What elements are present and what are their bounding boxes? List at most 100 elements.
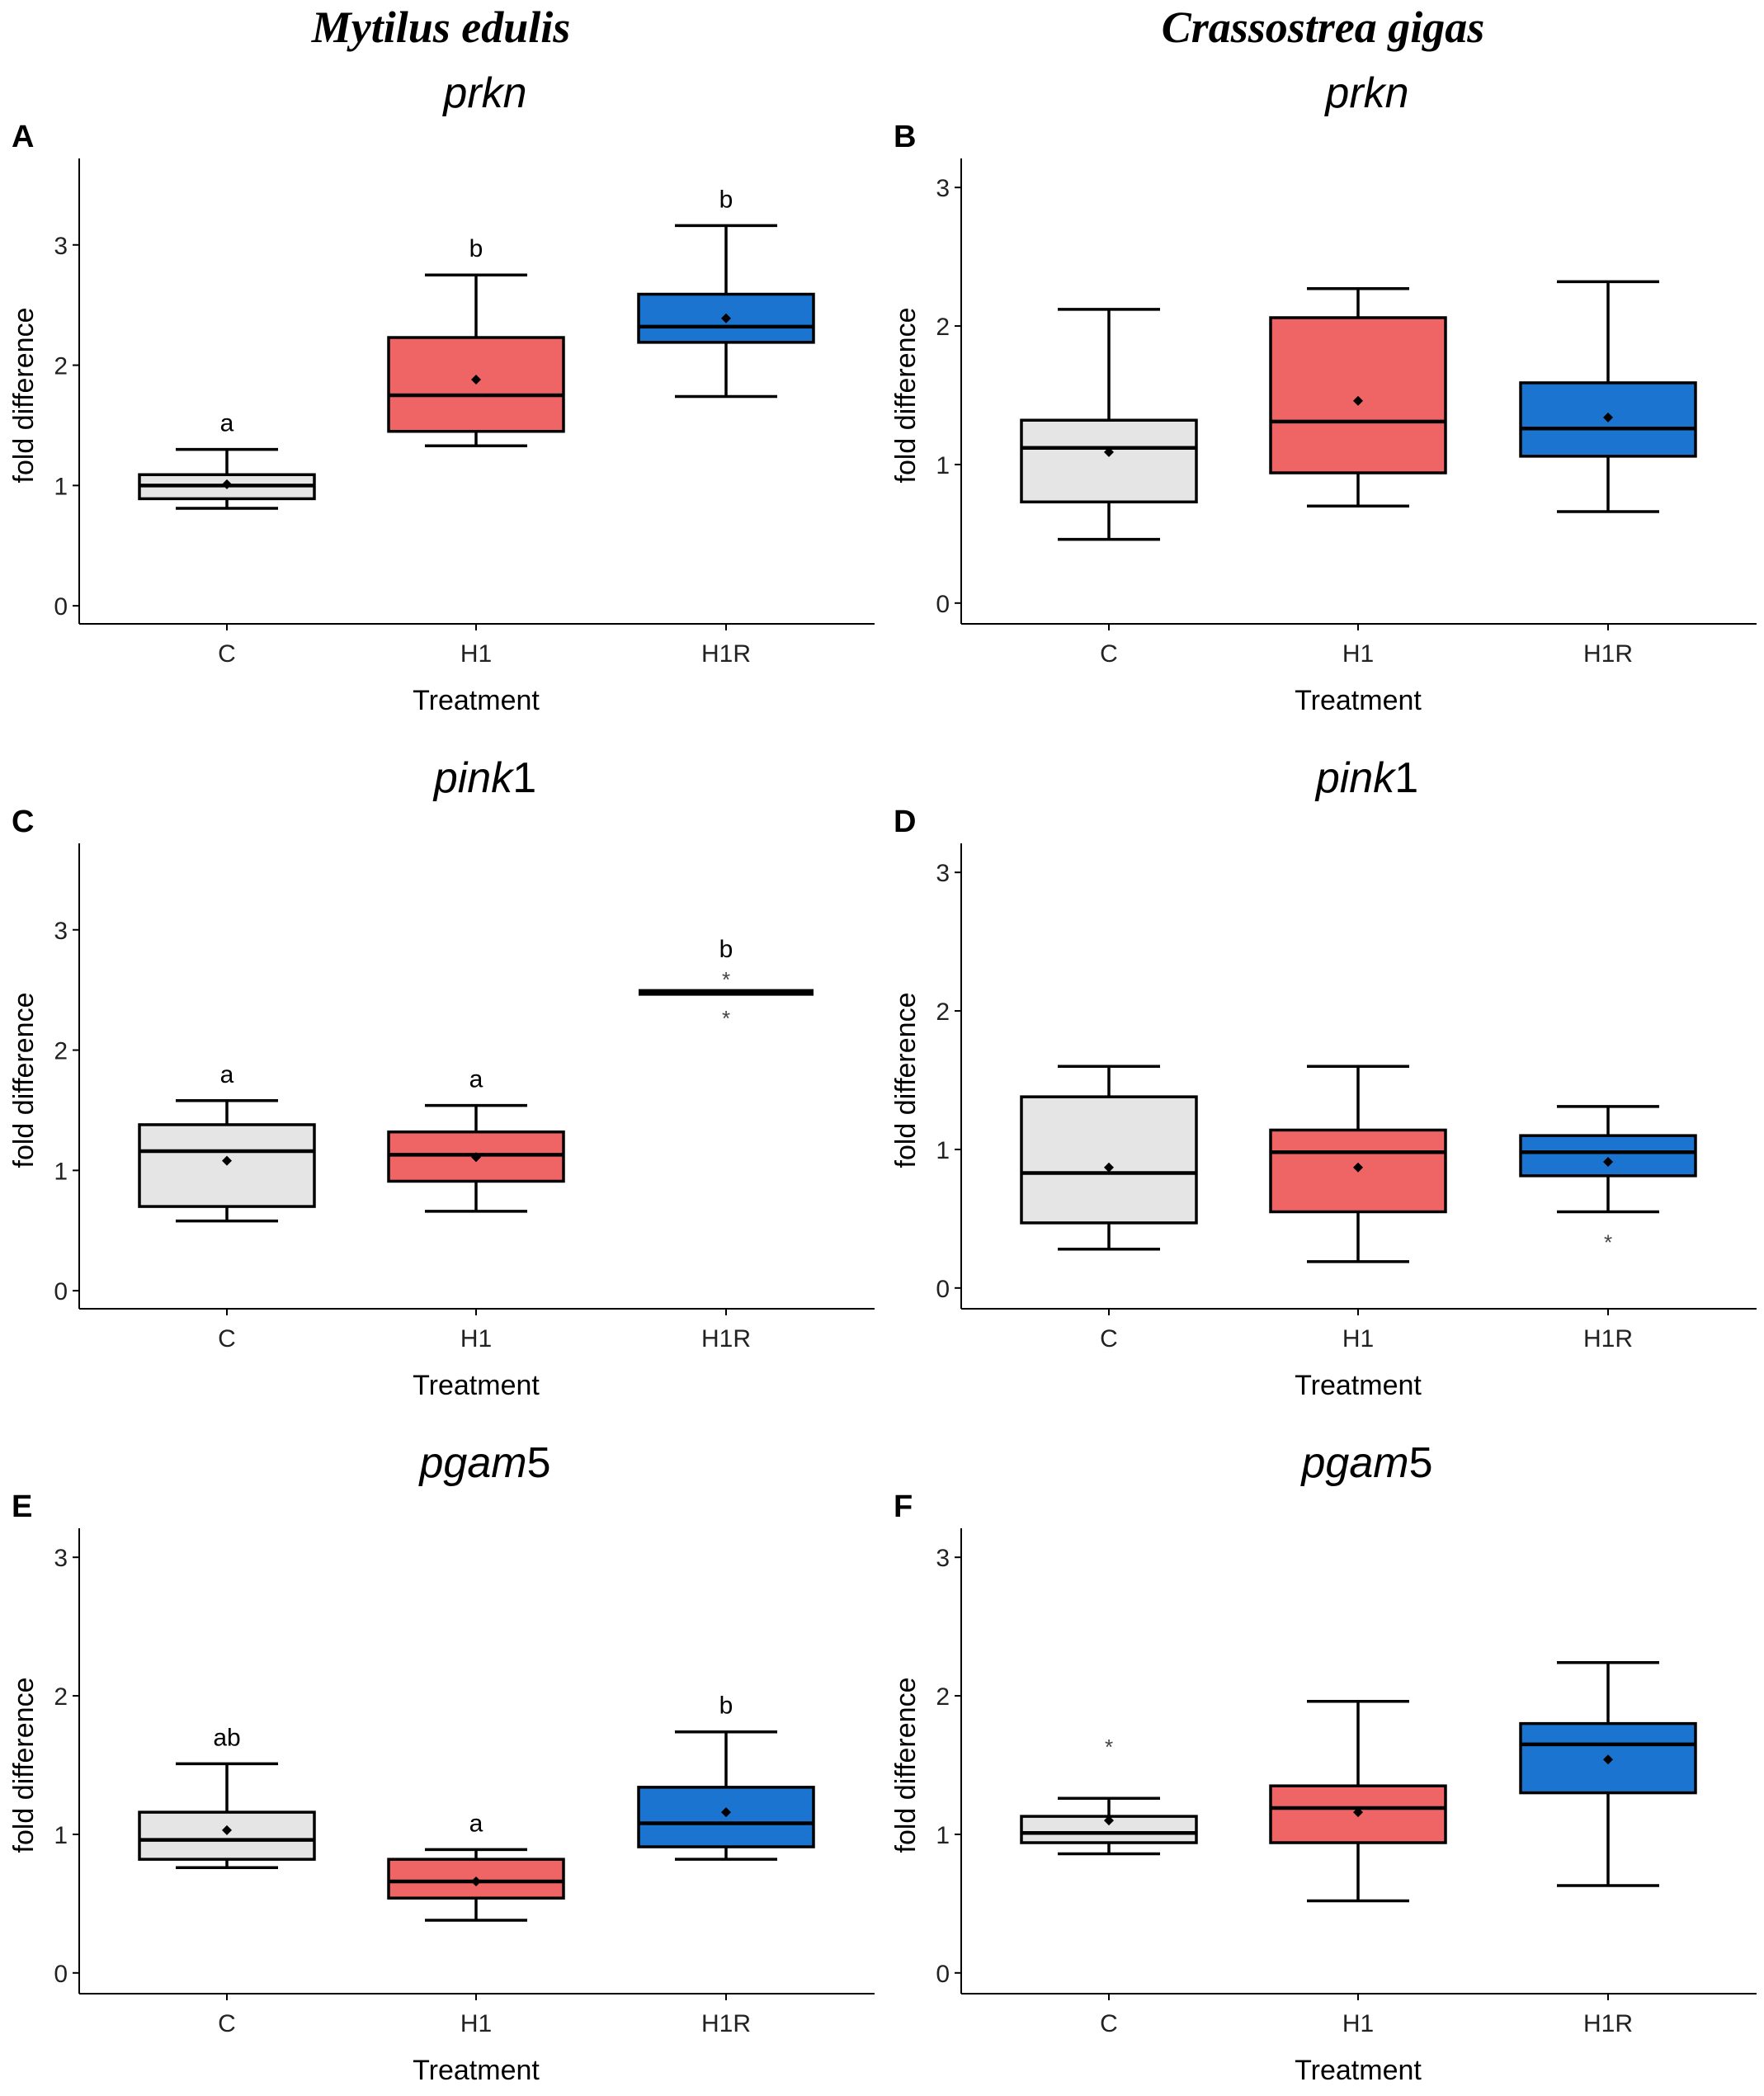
box-c: * (1020, 1735, 1198, 1856)
x-tick-label: H1R (701, 1325, 751, 1352)
y-tick-label: 1 (54, 1158, 68, 1185)
mean-marker (1603, 1157, 1613, 1168)
significance-letter: a (469, 1810, 483, 1837)
mean-marker (222, 1825, 232, 1835)
y-tick-label: 3 (936, 1545, 950, 1572)
y-tick-label: 1 (936, 1137, 950, 1164)
mean-marker (1353, 1807, 1363, 1818)
y-axis-label: fold difference (8, 993, 40, 1168)
significance-letter: a (220, 410, 234, 437)
mean-marker (1603, 1754, 1613, 1765)
iqr-box (1020, 418, 1198, 504)
title-gene-name: prkn (441, 69, 526, 117)
x-axis-label: Treatment (1295, 2055, 1422, 2086)
y-tick-label: 0 (936, 1961, 950, 1988)
title-gene-name: pink (432, 754, 515, 802)
panel-label-d: D (894, 805, 916, 839)
y-tick-label: 2 (54, 353, 68, 380)
box-h1 (1269, 1065, 1447, 1263)
x-axis-label: Treatment (413, 1370, 540, 1401)
panel-label-f: F (894, 1489, 913, 1524)
panel-title-f: pgam5 (1300, 1439, 1433, 1487)
title-gene-number: 5 (1409, 1439, 1433, 1487)
iqr-box (1269, 1784, 1447, 1844)
x-tick-label: H1R (701, 640, 751, 668)
x-tick-label: H1R (1583, 2010, 1633, 2037)
box-h1: a (387, 1066, 565, 1213)
y-tick-label: 2 (936, 1683, 950, 1711)
x-tick-label: H1 (460, 1325, 492, 1352)
x-tick-label: C (218, 640, 236, 668)
x-tick-label: H1 (1342, 2010, 1374, 2037)
title-gene-number: 1 (512, 754, 536, 802)
mean-marker (721, 1807, 731, 1818)
mean-marker (1104, 1162, 1114, 1173)
y-tick-label: 2 (54, 1038, 68, 1065)
mean-marker (471, 375, 481, 385)
panel-title-d: pink1 (1314, 754, 1418, 802)
mean-marker (721, 313, 731, 323)
significance-letter: a (220, 1061, 234, 1088)
box-c (1020, 308, 1198, 541)
y-tick-label: 1 (936, 1822, 950, 1849)
significance-letter: ab (213, 1724, 240, 1751)
mean-marker (222, 479, 232, 489)
panel-label-e: E (12, 1489, 32, 1524)
mean-marker (1353, 1162, 1363, 1173)
panel-label-c: C (12, 805, 34, 839)
x-tick-label: C (1100, 640, 1118, 668)
iqr-box (1269, 316, 1447, 474)
x-axis-label: Treatment (1295, 685, 1422, 716)
y-axis-label: fold difference (890, 308, 922, 484)
y-tick-label: 3 (54, 1545, 68, 1572)
y-tick-label: 3 (936, 175, 950, 202)
iqr-box (1020, 1095, 1198, 1225)
panel-title-a: prkn (441, 69, 526, 117)
x-tick-label: C (218, 1325, 236, 1352)
x-tick-label: H1 (1342, 1325, 1374, 1352)
box-h1r (1519, 280, 1697, 513)
mean-marker (1603, 412, 1613, 423)
title-gene-name: pink (1314, 754, 1397, 802)
x-tick-label: H1R (1583, 1325, 1633, 1352)
panel-title-c: pink1 (432, 754, 536, 802)
mean-marker (471, 1876, 481, 1887)
y-tick-label: 3 (54, 918, 68, 945)
panel-title-b: prkn (1323, 69, 1408, 117)
y-axis-label: fold difference (8, 1678, 40, 1853)
y-tick-label: 0 (936, 591, 950, 618)
y-tick-label: 3 (936, 860, 950, 887)
mean-marker (1104, 446, 1114, 457)
box-h1: a (387, 1810, 565, 1922)
y-tick-label: 1 (936, 452, 950, 479)
y-tick-label: 0 (54, 593, 68, 621)
significance-letter: b (719, 936, 733, 963)
box-c (1020, 1065, 1198, 1251)
mean-marker (471, 1152, 481, 1163)
y-tick-label: 2 (936, 998, 950, 1026)
box-h1r (1519, 1661, 1697, 1887)
y-tick-label: 3 (54, 233, 68, 260)
significance-letter: b (719, 1692, 733, 1720)
column-title-crassostrea: Crassostrea gigas (1161, 2, 1485, 52)
y-tick-label: 1 (54, 1822, 68, 1849)
x-tick-label: C (1100, 1325, 1118, 1352)
x-axis-label: Treatment (413, 2055, 540, 2086)
y-tick-label: 1 (54, 473, 68, 500)
x-tick-label: H1 (460, 2010, 492, 2037)
y-tick-label: 0 (936, 1276, 950, 1303)
title-gene-name: pgam (1300, 1439, 1409, 1487)
box-c: ab (138, 1724, 316, 1869)
y-tick-label: 2 (936, 314, 950, 341)
outlier-marker: * (722, 1006, 730, 1031)
x-axis-label: Treatment (1295, 1370, 1422, 1401)
title-gene-name: pgam (418, 1439, 527, 1487)
y-axis-label: fold difference (890, 993, 922, 1168)
x-axis-label: Treatment (413, 685, 540, 716)
panel-label-b: B (894, 120, 916, 154)
x-tick-label: H1 (1342, 640, 1374, 668)
